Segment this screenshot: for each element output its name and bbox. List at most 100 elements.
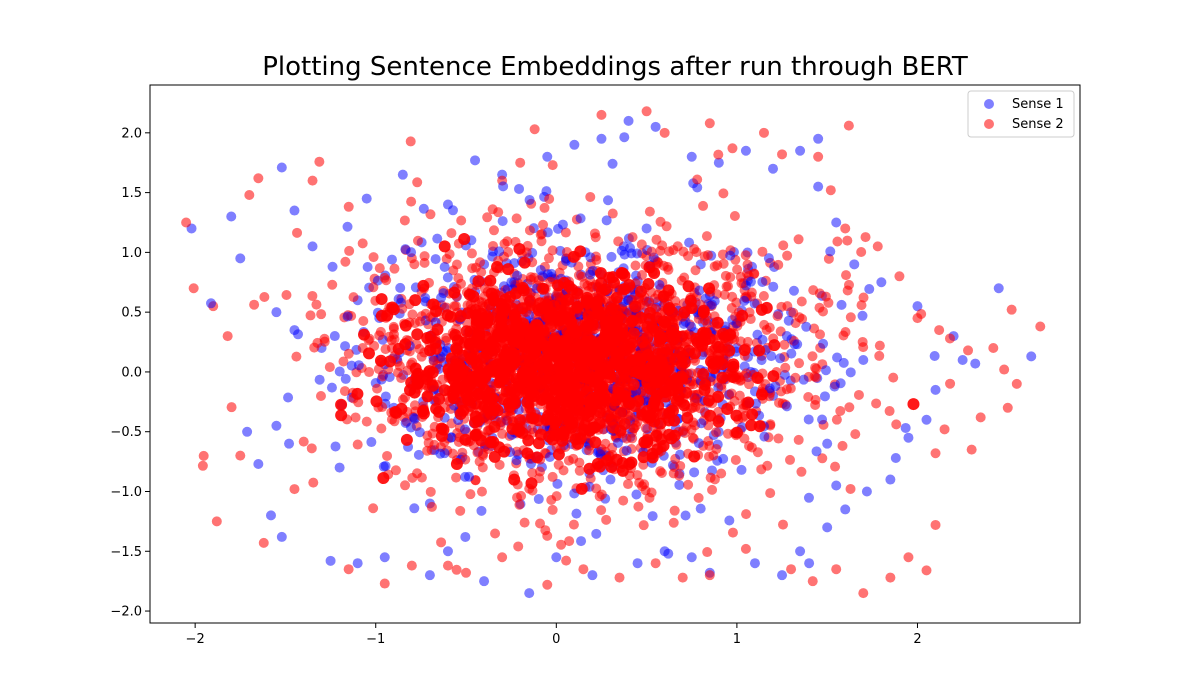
cloud-point (575, 213, 586, 224)
cloud-point (591, 483, 602, 494)
cloud-core-point (540, 413, 553, 426)
cloud-point (366, 437, 377, 448)
cloud-point (535, 229, 546, 240)
cloud-core-point (399, 338, 412, 351)
cloud-point (724, 515, 735, 526)
cloud-point (330, 441, 341, 452)
sense-1-point (650, 121, 661, 132)
sense-1-point (840, 504, 851, 515)
cloud-core-point (697, 304, 710, 317)
cloud-core-point (374, 354, 387, 367)
sense-2-point (244, 189, 255, 200)
cloud-core-point (421, 390, 434, 403)
sense-1-point (876, 277, 887, 288)
cloud-core-point (588, 355, 601, 368)
cloud-core-point (412, 377, 425, 390)
cloud-point (796, 296, 807, 307)
cloud-core-point (663, 330, 676, 343)
cloud-point (553, 459, 564, 470)
cloud-core-point (662, 428, 675, 441)
cloud-point (758, 291, 769, 302)
cloud-core-point (569, 380, 582, 393)
cloud-point (298, 436, 309, 447)
cloud-point (706, 299, 717, 310)
cloud-point (533, 275, 544, 286)
sense-1-point (596, 133, 607, 144)
cloud-point (493, 207, 504, 218)
cloud-point (636, 239, 647, 250)
cloud-core-point (507, 394, 520, 407)
cloud-point (514, 183, 525, 194)
cloud-point (801, 321, 812, 332)
cloud-point (584, 445, 595, 456)
sense-1-point (957, 354, 968, 365)
sense-2-point (944, 333, 955, 344)
cloud-core-point (663, 414, 676, 427)
cloud-point (815, 329, 826, 340)
cloud-point (329, 331, 340, 342)
cloud-core-point (498, 348, 511, 361)
cloud-core-point (607, 319, 620, 332)
sense-1-point (813, 133, 824, 144)
sense-2-point (379, 578, 390, 589)
cloud-point (465, 489, 476, 500)
cloud-point (845, 367, 856, 378)
cloud-point (798, 374, 809, 385)
cloud-core-point (623, 458, 636, 471)
cloud-point (713, 149, 724, 160)
cloud-core-point (423, 344, 436, 357)
cloud-core-point (433, 405, 446, 418)
sense-1-point (813, 181, 824, 192)
cloud-core-point (595, 388, 608, 401)
cloud-point (259, 292, 270, 303)
cloud-point (711, 427, 722, 438)
cloud-point (716, 468, 727, 479)
cloud-core-point (682, 280, 695, 293)
cloud-core-point (459, 433, 472, 446)
cloud-point (291, 351, 302, 362)
cloud-point (779, 339, 790, 350)
cloud-point (653, 257, 664, 268)
cloud-point (693, 492, 704, 503)
cloud-point (744, 440, 755, 451)
cloud-point (436, 292, 447, 303)
sense-1-point (768, 163, 779, 174)
cloud-point (428, 356, 439, 367)
sense-1-point (271, 420, 282, 431)
cloud-core-point (675, 330, 688, 343)
cloud-point (407, 309, 418, 320)
cloud-point (793, 234, 804, 245)
cloud-point (692, 174, 703, 185)
cloud-point (535, 518, 546, 529)
cloud-point (497, 428, 508, 439)
sense-1-point (831, 480, 842, 491)
cloud-core-point (450, 458, 463, 471)
chart-title: Plotting Sentence Embeddings after run t… (262, 52, 968, 82)
cloud-point (327, 261, 338, 272)
cloud-core-point (462, 376, 475, 389)
cloud-point (519, 517, 530, 528)
sense-1-point (379, 552, 390, 563)
cloud-point (792, 339, 803, 350)
cloud-point (759, 431, 770, 442)
sense-2-point (858, 588, 869, 599)
cloud-point (781, 331, 792, 342)
cloud-core-point (650, 358, 663, 371)
cloud-point (311, 299, 322, 310)
cloud-point (727, 291, 738, 302)
cloud-point (314, 374, 325, 385)
sense-2-point (1035, 321, 1046, 332)
cloud-point (884, 406, 895, 417)
cloud-core-point (508, 473, 521, 486)
cloud-point (840, 326, 851, 337)
cloud-core-point (419, 369, 432, 382)
sense-2-point (578, 564, 589, 575)
sense-2-point (529, 124, 540, 135)
cloud-point (633, 501, 644, 512)
sense-2-point (807, 576, 818, 587)
cloud-core-point (705, 355, 718, 368)
sense-1-point (424, 570, 435, 581)
cloud-point (442, 272, 453, 283)
cloud-point (856, 300, 867, 311)
cloud-point (603, 195, 614, 206)
